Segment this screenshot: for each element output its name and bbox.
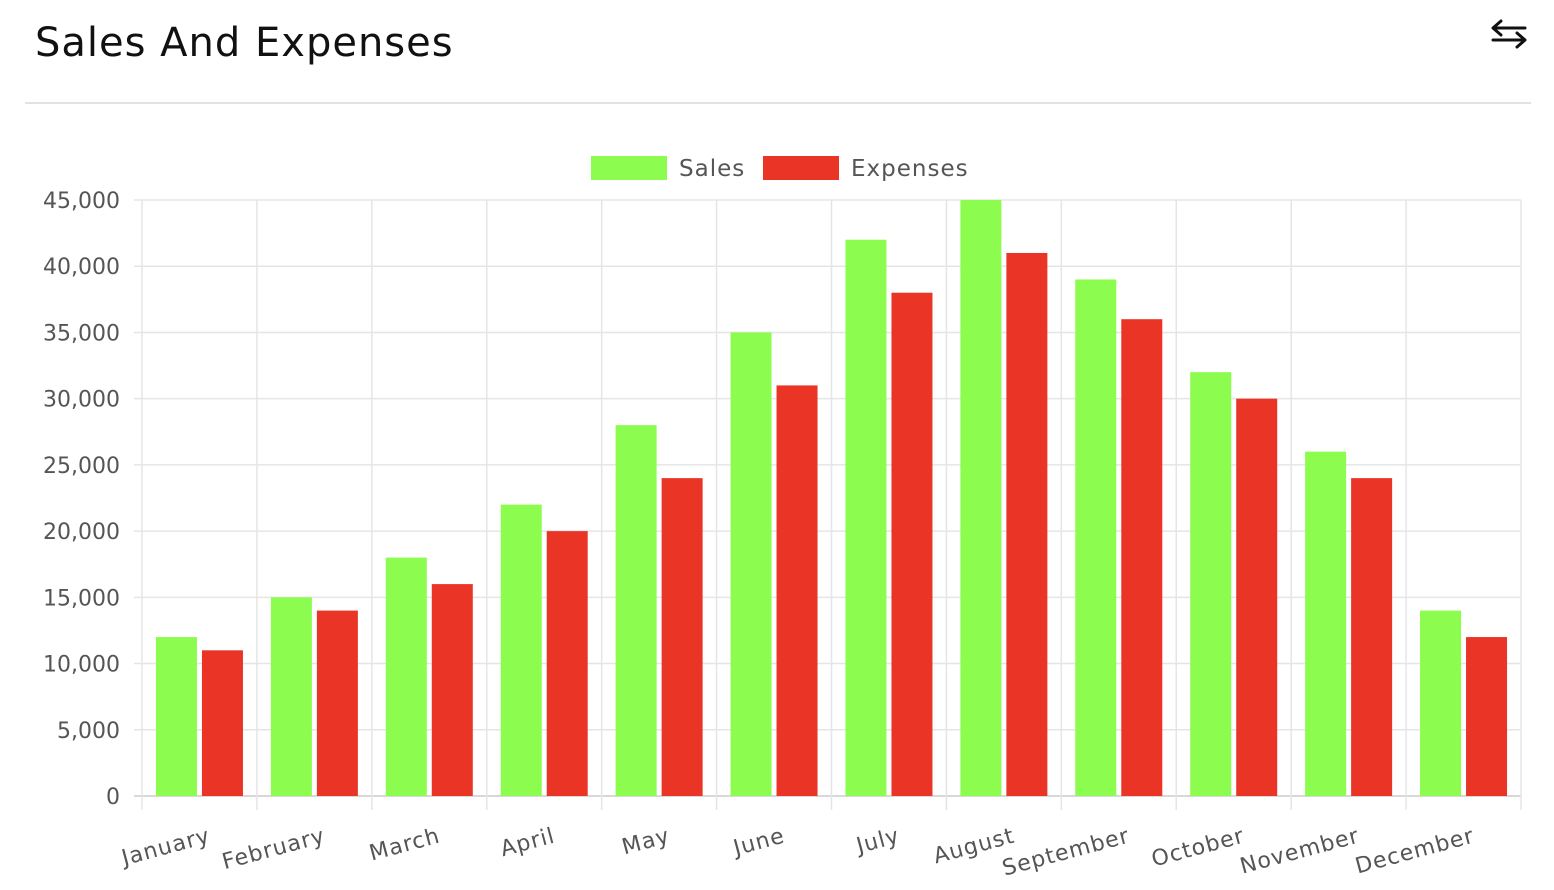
bar-sales-may xyxy=(615,425,657,796)
bar-expenses-march xyxy=(431,584,473,796)
bar-sales-april xyxy=(500,504,542,796)
y-tick-label: 45,000 xyxy=(43,189,120,214)
bar-sales-january xyxy=(155,637,197,796)
x-tick-label: September xyxy=(1000,824,1133,882)
legend-swatch-sales xyxy=(591,156,667,180)
x-tick-label: February xyxy=(220,824,328,875)
bar-sales-july xyxy=(845,239,887,796)
y-tick-label: 15,000 xyxy=(43,586,120,611)
bar-expenses-november xyxy=(1351,478,1393,796)
bar-sales-march xyxy=(385,557,427,796)
bar-expenses-april xyxy=(546,531,588,796)
bar-expenses-january xyxy=(201,650,243,796)
bar-expenses-may xyxy=(661,478,703,796)
bar-sales-october xyxy=(1190,372,1232,796)
x-tick-label: April xyxy=(498,824,558,862)
y-tick-label: 40,000 xyxy=(43,255,120,280)
bar-expenses-june xyxy=(776,385,818,796)
card-header: Sales And Expenses xyxy=(25,0,1531,104)
x-tick-label: November xyxy=(1237,824,1362,880)
chart-grid xyxy=(134,199,1522,810)
bar-expenses-july xyxy=(891,292,933,796)
legend-label-expenses: Expenses xyxy=(851,156,969,182)
bar-sales-november xyxy=(1305,451,1347,796)
bar-sales-september xyxy=(1075,279,1117,796)
x-tick-label: March xyxy=(367,824,443,867)
expand-horizontal-arrows-icon xyxy=(1491,19,1527,49)
chart-bars xyxy=(155,200,1508,796)
legend-swatch-expenses xyxy=(763,156,839,180)
legend-label-sales: Sales xyxy=(679,156,745,182)
y-tick-label: 10,000 xyxy=(43,653,120,678)
x-tick-label: December xyxy=(1353,824,1477,880)
x-tick-label: October xyxy=(1149,824,1247,873)
y-tick-label: 0 xyxy=(106,785,120,810)
chart-legend: Sales Expenses xyxy=(591,156,969,182)
bar-sales-june xyxy=(730,332,772,796)
expand-button[interactable] xyxy=(1487,14,1531,54)
x-tick-label: May xyxy=(619,824,672,861)
bar-sales-december xyxy=(1420,610,1462,796)
y-tick-label: 25,000 xyxy=(43,454,120,479)
x-tick-label: January xyxy=(117,824,213,872)
bar-expenses-september xyxy=(1121,319,1163,796)
bar-sales-august xyxy=(960,200,1002,796)
bar-expenses-october xyxy=(1236,398,1278,796)
y-tick-label: 20,000 xyxy=(43,520,120,545)
card-title: Sales And Expenses xyxy=(35,20,454,66)
y-tick-label: 30,000 xyxy=(43,388,120,413)
x-tick-label: June xyxy=(729,824,788,862)
y-tick-label: 35,000 xyxy=(43,321,120,346)
bar-expenses-december xyxy=(1466,637,1508,796)
x-tick-label: July xyxy=(852,824,902,860)
bar-expenses-august xyxy=(1006,252,1048,796)
x-axis-ticks: January February March April May June July Augu… xyxy=(117,824,1477,882)
bar-expenses-february xyxy=(316,610,358,796)
y-tick-label: 5,000 xyxy=(57,719,120,744)
bar-sales-february xyxy=(270,597,312,796)
y-axis-ticks: 0 5,000 10,000 15,000 20,000 25,000 30,000 35,0… xyxy=(43,189,120,810)
